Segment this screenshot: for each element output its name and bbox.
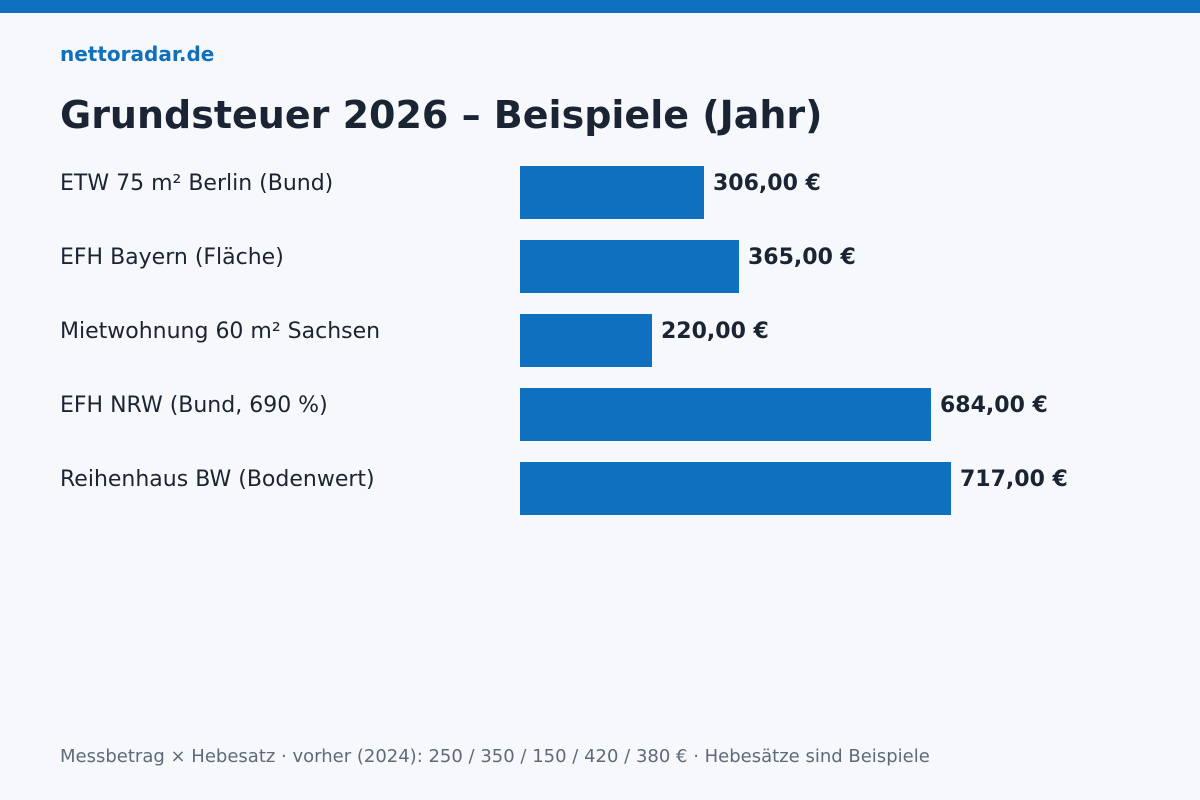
chart-row: EFH NRW (Bund, 690 %) 684,00 € xyxy=(0,388,1200,441)
chart-row: EFH Bayern (Fläche) 365,00 € xyxy=(0,240,1200,293)
bar xyxy=(520,388,931,441)
category-label: ETW 75 m² Berlin (Bund) xyxy=(60,171,334,196)
value-label: 717,00 € xyxy=(960,467,1068,492)
bar xyxy=(520,314,652,367)
value-label: 306,00 € xyxy=(713,171,821,196)
value-label: 684,00 € xyxy=(940,393,1048,418)
category-label: Reihenhaus BW (Bodenwert) xyxy=(60,467,375,492)
bar xyxy=(520,240,739,293)
category-label: EFH Bayern (Fläche) xyxy=(60,245,284,270)
site-name: nettoradar.de xyxy=(60,42,215,66)
chart-row: Mietwohnung 60 m² Sachsen 220,00 € xyxy=(0,314,1200,367)
value-label: 365,00 € xyxy=(748,245,856,270)
chart-footnote: Messbetrag × Hebesatz · vorher (2024): 2… xyxy=(60,746,930,767)
chart-title: Grundsteuer 2026 – Beispiele (Jahr) xyxy=(60,93,823,137)
top-accent-bar xyxy=(0,0,1200,13)
chart-row: Reihenhaus BW (Bodenwert) 717,00 € xyxy=(0,462,1200,515)
bar xyxy=(520,462,951,515)
bar xyxy=(520,166,704,219)
chart-row: ETW 75 m² Berlin (Bund) 306,00 € xyxy=(0,166,1200,219)
category-label: EFH NRW (Bund, 690 %) xyxy=(60,393,328,418)
category-label: Mietwohnung 60 m² Sachsen xyxy=(60,319,381,344)
value-label: 220,00 € xyxy=(661,319,769,344)
